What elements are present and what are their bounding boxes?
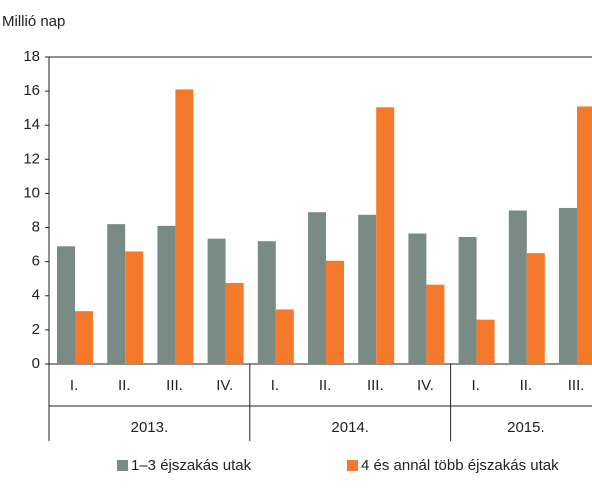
bar [508, 210, 527, 364]
bar [175, 89, 194, 365]
x-tick-label: I. [472, 377, 480, 394]
legend-label: 1–3 éjszakás utak [131, 457, 252, 474]
bar [275, 309, 294, 364]
group-label: 2015. [507, 419, 545, 436]
bar [577, 106, 592, 364]
bar [257, 241, 276, 364]
bar [376, 107, 395, 364]
y-tick-label: 14 [23, 116, 40, 133]
bar [225, 282, 244, 364]
bar [476, 319, 495, 364]
y-tick-label: 2 [32, 321, 40, 338]
bar [207, 238, 226, 364]
legend-swatch [117, 460, 128, 471]
x-tick-label: IV. [216, 377, 233, 394]
y-tick-label: 6 [32, 253, 40, 270]
bar [358, 214, 377, 364]
y-tick-label: 10 [23, 184, 40, 201]
bar [426, 284, 445, 364]
x-tick-label: I. [70, 377, 78, 394]
bar [125, 251, 144, 364]
legend-swatch [347, 460, 358, 471]
bar [308, 212, 326, 364]
bar [458, 236, 477, 364]
bar [326, 260, 344, 364]
bar [157, 225, 176, 364]
y-tick-label: 12 [23, 150, 40, 167]
y-tick-label: 8 [32, 219, 40, 236]
y-tick-label: 0 [32, 355, 40, 372]
bar [408, 233, 427, 364]
group-label: 2014. [331, 419, 369, 436]
y-tick-label: 18 [23, 48, 40, 65]
bar [75, 311, 93, 364]
y-tick-label: 4 [32, 287, 40, 304]
x-tick-label: II. [520, 377, 533, 394]
bar [57, 246, 75, 364]
x-tick-label: III. [568, 377, 585, 394]
y-axis-label: Millió nap [2, 13, 65, 30]
group-label: 2013. [131, 419, 169, 436]
x-tick-label: III. [166, 377, 183, 394]
bar [559, 207, 577, 364]
x-tick-label: III. [367, 377, 384, 394]
x-tick-label: IV. [417, 377, 434, 394]
x-tick-label: II. [319, 377, 332, 394]
x-tick-label: I. [271, 377, 279, 394]
x-tick-label: II. [118, 377, 131, 394]
legend-label: 4 és annál több éjszakás utak [361, 457, 559, 474]
y-tick-label: 16 [23, 82, 40, 99]
bar [526, 253, 545, 364]
bar [107, 224, 126, 364]
